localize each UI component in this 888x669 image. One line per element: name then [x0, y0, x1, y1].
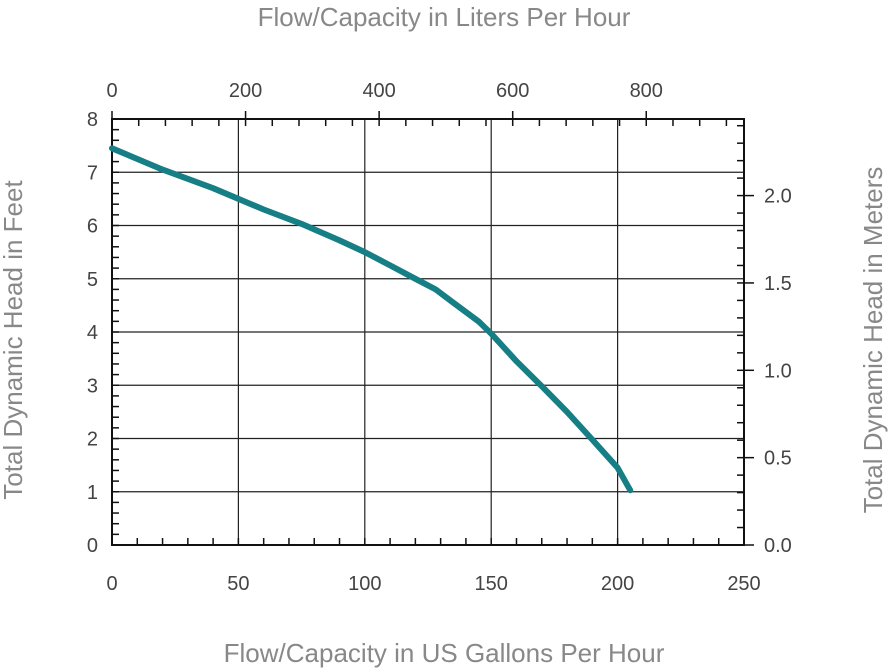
y2-tick-label: 0.5	[764, 448, 792, 470]
x-tick-label: 200	[601, 573, 634, 595]
y-tick-label: 6	[87, 216, 98, 238]
y-tick-label: 1	[87, 482, 98, 504]
x-tick-label: 100	[348, 573, 381, 595]
plot-frame	[111, 118, 745, 546]
y-tick-label: 8	[87, 109, 98, 131]
y2-tick-label: 1.0	[764, 360, 792, 382]
series-line-head-vs-flow	[109, 145, 634, 494]
x2-tick-label: 400	[362, 80, 395, 102]
y-tick-label: 5	[87, 269, 98, 291]
x-tick-label: 50	[227, 573, 249, 595]
x2-tick-label: 800	[630, 80, 663, 102]
x2-axis-title: Flow/Capacity in Liters Per Hour	[258, 2, 631, 32]
y2-tick-label: 1.5	[764, 273, 792, 295]
minor-ticks	[111, 111, 754, 546]
x-tick-label: 250	[727, 573, 760, 595]
y2-axis-title: Total Dynamic Head in Meters	[858, 167, 888, 514]
x2-tick-label: 200	[229, 80, 262, 102]
y2-tick-label: 0.0	[764, 535, 792, 557]
y-tick-label: 0	[87, 535, 98, 557]
y-tick-label: 2	[87, 429, 98, 451]
x2-tick-label: 0	[106, 80, 117, 102]
x2-tick-label: 600	[496, 80, 529, 102]
x-axis-title: Flow/Capacity in US Gallons Per Hour	[224, 638, 665, 668]
y2-tick-label: 2.0	[764, 186, 792, 208]
y-tick-label: 4	[87, 322, 98, 344]
x-tick-label: 150	[475, 573, 508, 595]
y-tick-label: 3	[87, 375, 98, 397]
y-axis-title: Total Dynamic Head in Feet	[0, 180, 28, 500]
y-tick-label: 7	[87, 162, 98, 184]
x-tick-label: 0	[106, 573, 117, 595]
